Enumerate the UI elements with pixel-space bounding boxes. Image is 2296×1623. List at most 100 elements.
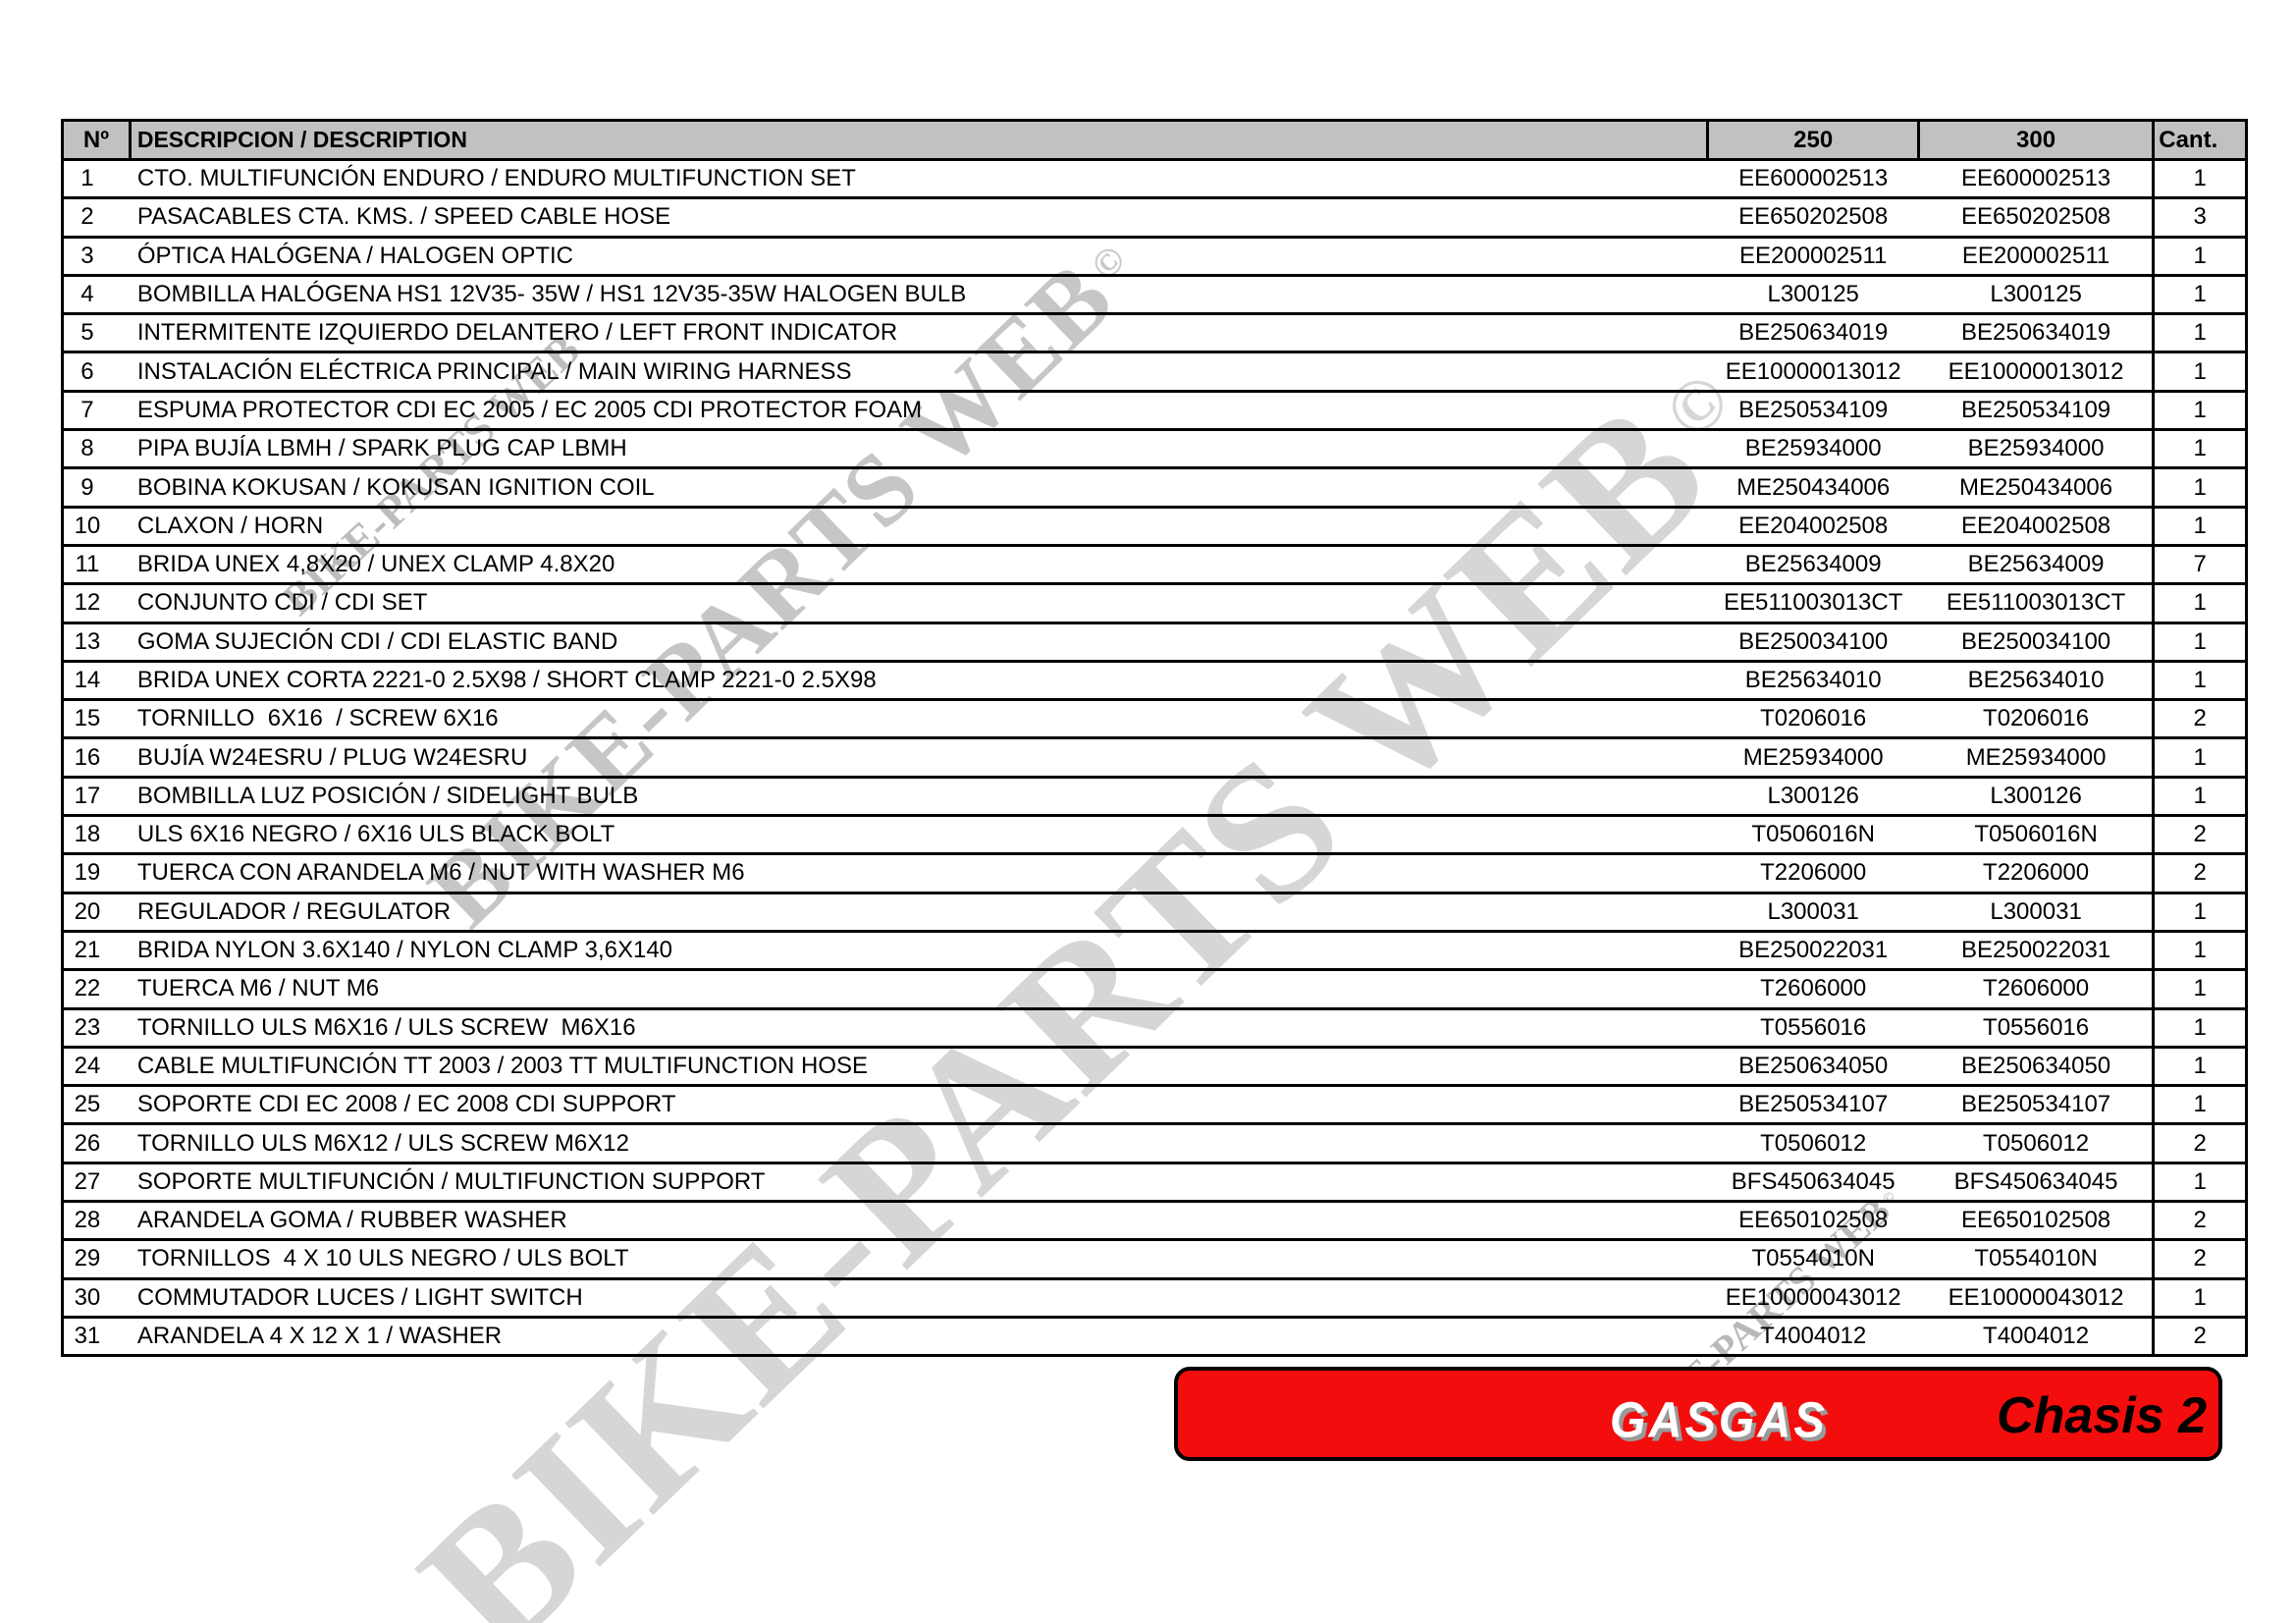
row-description: TORNILLO 6X16 / SCREW 6X16 [136, 705, 499, 732]
row-number: 11 [75, 551, 100, 578]
row-partnum-250: EE10000043012 [1725, 1283, 1901, 1311]
row-number: 22 [74, 975, 101, 1002]
row-number: 2 [80, 203, 94, 231]
table-row: 21 BRIDA NYLON 3.6X140 / NYLON CLAMP 3,6… [64, 932, 2245, 972]
table-row: 9 BOBINA KOKUSAN / KOKUSAN IGNITION COIL… [64, 469, 2245, 509]
row-partnum-300: T0556016 [1983, 1013, 2090, 1041]
row-number: 24 [74, 1052, 101, 1079]
row-description: ESPUMA PROTECTOR CDI EC 2005 / EC 2005 C… [136, 396, 923, 423]
row-partnum-300: EE650202508 [1961, 203, 2111, 231]
row-partnum-250: BE250534107 [1738, 1091, 1889, 1118]
table-row: 19 TUERCA CON ARANDELA M6 / NUT WITH WAS… [64, 855, 2245, 894]
row-description: BOMBILLA HALÓGENA HS1 12V35- 35W / HS1 1… [136, 281, 967, 308]
row-quantity: 1 [2152, 932, 2245, 969]
row-description: BUJÍA W24ESRU / PLUG W24ESRU [136, 743, 528, 771]
row-quantity: 2 [2152, 817, 2245, 853]
row-partnum-300: T0506016N [1974, 821, 2098, 848]
row-description: BOBINA KOKUSAN / KOKUSAN IGNITION COIL [136, 473, 655, 501]
row-partnum-300: T0506012 [1983, 1129, 2090, 1157]
row-number: 31 [74, 1323, 101, 1350]
parts-table: Nº DESCRIPCION / DESCRIPTION 250 300 Can… [61, 119, 2248, 1358]
row-description: ÓPTICA HALÓGENA / HALOGEN OPTIC [136, 242, 573, 269]
row-partnum-250: EE511003013CT [1724, 589, 1903, 617]
table-row: 27 SOPORTE MULTIFUNCIÓN / MULTIFUNCTION … [64, 1163, 2245, 1204]
row-number: 21 [74, 937, 101, 964]
row-description: PASACABLES CTA. KMS. / SPEED CABLE HOSE [136, 203, 671, 231]
row-partnum-300: BE250534109 [1961, 396, 2111, 423]
row-number: 3 [80, 242, 94, 269]
row-description: CABLE MULTIFUNCIÓN TT 2003 / 2003 TT MUL… [136, 1052, 869, 1079]
row-partnum-250: BE250534109 [1738, 396, 1889, 423]
row-quantity: 1 [2152, 392, 2245, 429]
row-quantity: 1 [2152, 971, 2245, 1007]
row-partnum-300: EE204002508 [1961, 512, 2111, 539]
row-partnum-250: BE250634050 [1738, 1052, 1889, 1079]
row-partnum-300: T0206016 [1983, 705, 2090, 732]
row-description: CTO. MULTIFUNCIÓN ENDURO / ENDURO MULTIF… [136, 165, 856, 192]
row-description: GOMA SUJECIÓN CDI / CDI ELASTIC BAND [136, 627, 618, 655]
row-number: 27 [74, 1167, 101, 1195]
row-partnum-300: BE250534107 [1961, 1091, 2111, 1118]
table-row: 8 PIPA BUJÍA LBMH / SPARK PLUG CAP LBMH … [64, 431, 2245, 470]
row-number: 10 [74, 512, 101, 539]
table-row: 14 BRIDA UNEX CORTA 2221-0 2.5X98 / SHOR… [64, 662, 2245, 702]
table-row: 25 SOPORTE CDI EC 2008 / EC 2008 CDI SUP… [64, 1087, 2245, 1126]
row-partnum-300: T2606000 [1983, 975, 2090, 1002]
row-description: COMMUTADOR LUCES / LIGHT SWITCH [136, 1283, 583, 1311]
table-row: 1 CTO. MULTIFUNCIÓN ENDURO / ENDURO MULT… [64, 161, 2245, 200]
row-number: 5 [80, 319, 94, 347]
row-quantity: 1 [2152, 238, 2245, 274]
row-quantity: 1 [2152, 893, 2245, 930]
row-partnum-250: EE650202508 [1738, 203, 1889, 231]
row-number: 14 [74, 667, 101, 693]
row-description: SOPORTE CDI EC 2008 / EC 2008 CDI SUPPOR… [136, 1091, 676, 1118]
row-partnum-250: ME25934000 [1742, 743, 1884, 771]
table-row: 15 TORNILLO 6X16 / SCREW 6X16 T0206016 T… [64, 701, 2245, 740]
header-300: 300 [1916, 122, 2152, 158]
row-partnum-300: BE250022031 [1961, 937, 2111, 964]
row-partnum-250: BFS450634045 [1731, 1167, 1896, 1195]
row-partnum-300: EE200002511 [1961, 242, 2110, 269]
table-row: 12 CONJUNTO CDI / CDI SET EE511003013CT … [64, 585, 2245, 624]
row-number: 30 [74, 1283, 101, 1311]
row-partnum-300: T0554010N [1974, 1245, 2098, 1272]
table-row: 26 TORNILLO ULS M6X12 / ULS SCREW M6X12 … [64, 1125, 2245, 1164]
row-quantity: 1 [2152, 508, 2245, 544]
row-partnum-250: EE10000013012 [1725, 357, 1901, 385]
row-number: 8 [80, 435, 94, 462]
row-number: 18 [74, 821, 101, 848]
row-quantity: 1 [2152, 353, 2245, 390]
row-partnum-250: BE250022031 [1738, 937, 1889, 964]
row-partnum-250: EE200002511 [1739, 242, 1888, 269]
table-row: 6 INSTALACIÓN ELÉCTRICA PRINCIPAL / MAIN… [64, 353, 2245, 393]
table-row: 7 ESPUMA PROTECTOR CDI EC 2005 / EC 2005… [64, 392, 2245, 432]
table-header-row: Nº DESCRIPCION / DESCRIPTION 250 300 Can… [64, 122, 2245, 161]
row-description: INTERMITENTE IZQUIERDO DELANTERO / LEFT … [136, 319, 898, 347]
row-partnum-250: T0206016 [1760, 705, 1867, 732]
row-partnum-250: L300031 [1767, 897, 1859, 925]
header-description: DESCRIPCION / DESCRIPTION [128, 122, 1707, 158]
row-description: INSTALACIÓN ELÉCTRICA PRINCIPAL / MAIN W… [136, 357, 852, 385]
row-partnum-300: EE650102508 [1961, 1207, 2111, 1234]
row-partnum-300: L300126 [1990, 782, 2082, 809]
gasgas-logo: GASGAS [1610, 1390, 1828, 1448]
table-row: 20 REGULADOR / REGULATOR L300031 L300031… [64, 893, 2245, 933]
row-quantity: 1 [2152, 315, 2245, 352]
row-number: 19 [74, 859, 101, 887]
row-partnum-250: T4004012 [1760, 1323, 1867, 1350]
row-quantity: 1 [2152, 739, 2245, 776]
header-number: Nº [82, 126, 109, 153]
row-partnum-300: EE511003013CT [1946, 589, 2126, 617]
row-quantity: 1 [2152, 161, 2245, 197]
row-partnum-300: ME250434006 [1959, 473, 2113, 501]
table-row: 3 ÓPTICA HALÓGENA / HALOGEN OPTIC EE2000… [64, 238, 2245, 277]
table-row: 10 CLAXON / HORN EE204002508 EE204002508… [64, 508, 2245, 547]
row-description: REGULADOR / REGULATOR [136, 897, 452, 925]
row-partnum-250: EE204002508 [1738, 512, 1889, 539]
row-quantity: 1 [2152, 1163, 2245, 1201]
table-row: 23 TORNILLO ULS M6X16 / ULS SCREW M6X16 … [64, 1009, 2245, 1049]
row-description: CONJUNTO CDI / CDI SET [136, 589, 428, 617]
row-number: 28 [74, 1207, 101, 1234]
table-row: 28 ARANDELA GOMA / RUBBER WASHER EE65010… [64, 1203, 2245, 1242]
